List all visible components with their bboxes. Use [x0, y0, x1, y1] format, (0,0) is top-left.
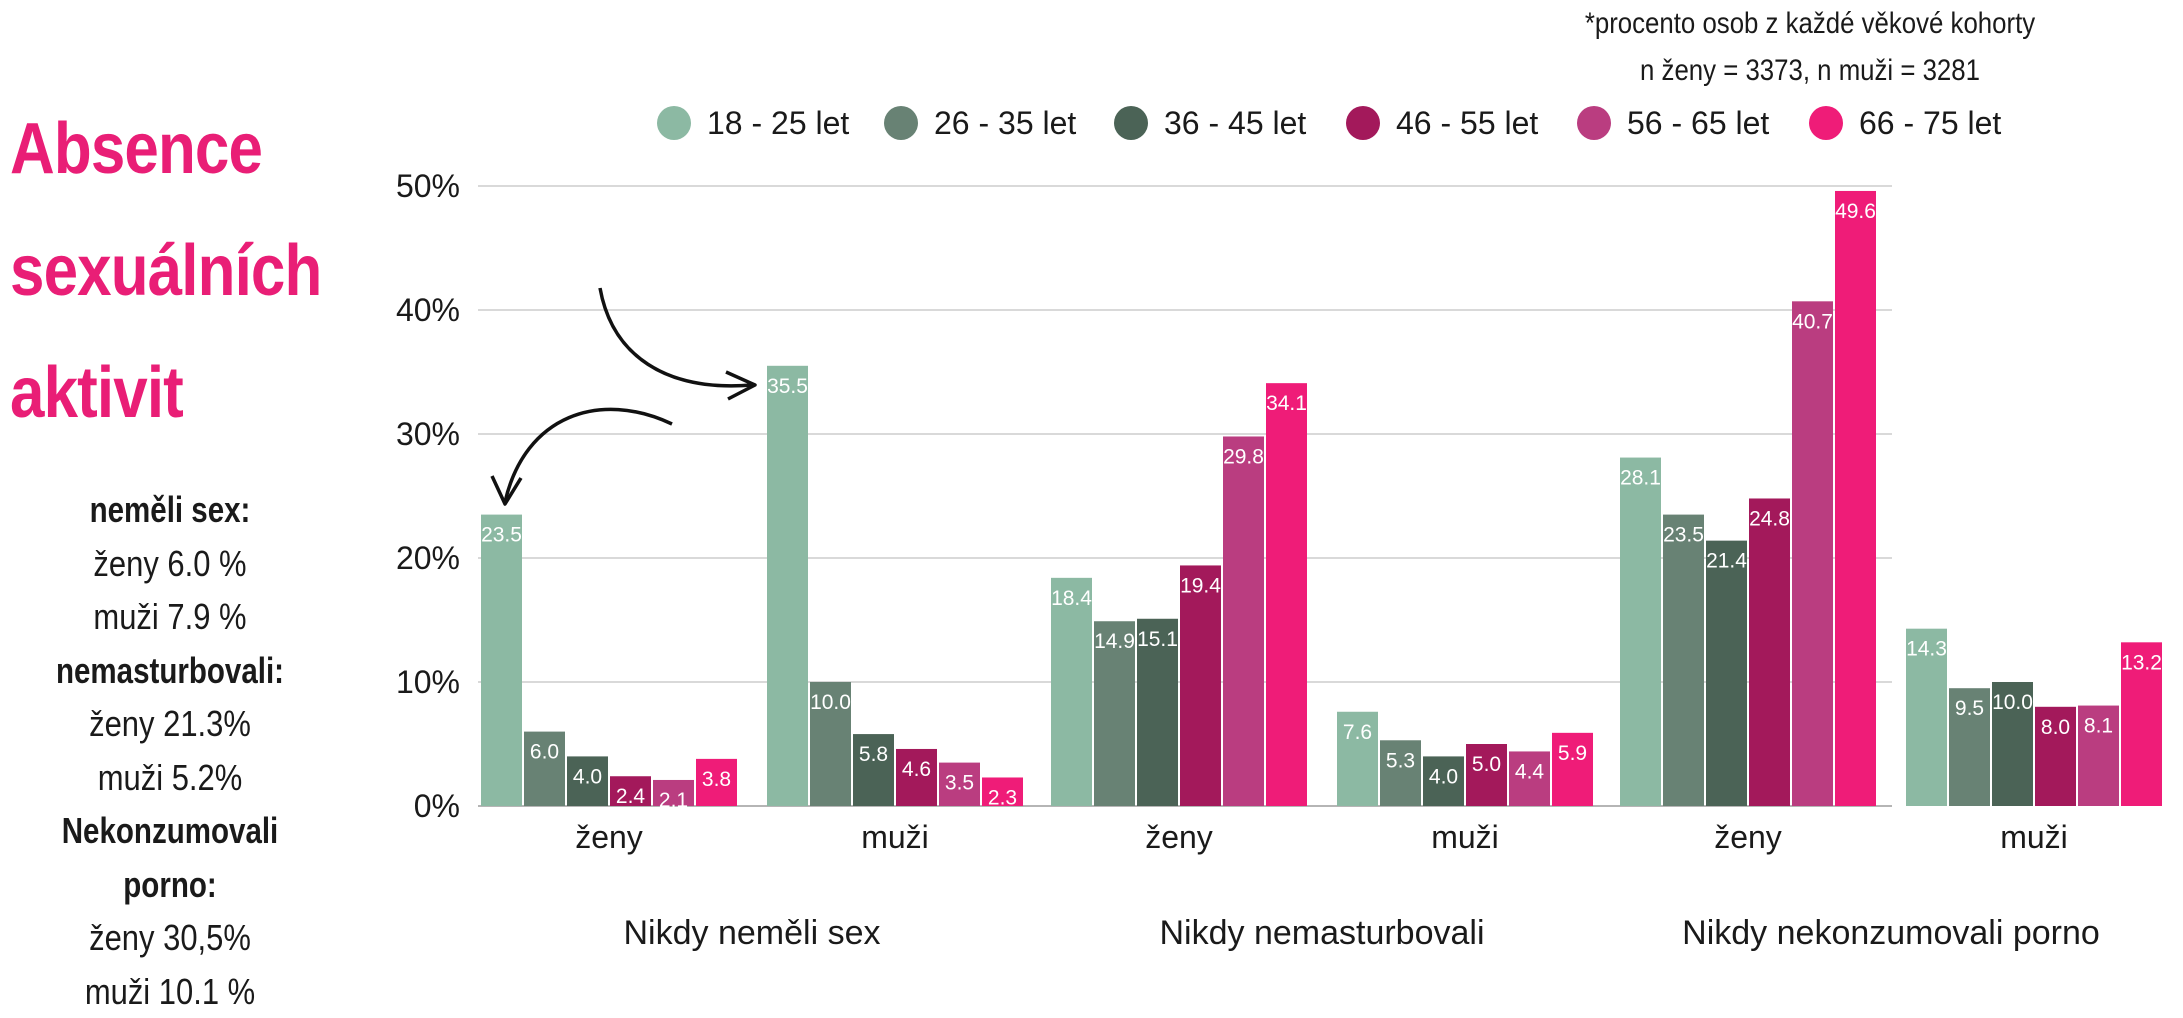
bar-value-label: 23.5	[1663, 524, 1704, 547]
legend-label: 66 - 75 let	[1859, 105, 2001, 141]
bar-value-label: 3.8	[702, 768, 731, 791]
legend-label: 56 - 65 let	[1627, 105, 1769, 141]
category-label: ženy	[1145, 819, 1213, 855]
annotation-arrow	[505, 409, 672, 502]
legend-swatch	[1577, 106, 1611, 140]
bar-value-label: 14.9	[1094, 630, 1135, 653]
bar-value-label: 3.5	[945, 772, 974, 795]
bar-value-label: 5.9	[1558, 742, 1587, 765]
bar	[1266, 383, 1307, 806]
bar	[1835, 191, 1876, 806]
bar-value-label: 5.3	[1386, 749, 1415, 772]
group-label: Nikdy neměli sex	[624, 914, 881, 952]
legend-swatch	[1346, 106, 1380, 140]
bar-value-label: 34.1	[1266, 392, 1307, 415]
legend-swatch	[884, 106, 918, 140]
legend-swatch	[1114, 106, 1148, 140]
bar-value-label: 14.3	[1906, 638, 1947, 661]
annotation-arrow	[600, 288, 752, 386]
bar-value-label: 6.0	[530, 741, 559, 764]
category-label: muži	[861, 819, 929, 855]
y-tick-label: 30%	[396, 416, 460, 452]
bar	[1706, 541, 1747, 806]
y-tick-label: 0%	[414, 788, 460, 824]
bar-value-label: 4.0	[1429, 765, 1458, 788]
y-tick-label: 40%	[396, 292, 460, 328]
bar-value-label: 5.0	[1472, 753, 1501, 776]
bar-value-label: 4.6	[902, 758, 931, 781]
bar-value-label: 4.0	[573, 765, 602, 788]
bar	[1223, 436, 1264, 806]
bar-value-label: 8.0	[2041, 716, 2070, 739]
bar	[1792, 301, 1833, 806]
category-label: ženy	[575, 819, 643, 855]
bar-value-label: 18.4	[1051, 587, 1092, 610]
summary-value: muži 10.1 %	[24, 965, 316, 1018]
bar-value-label: 21.4	[1706, 550, 1747, 573]
legend-label: 46 - 55 let	[1396, 105, 1538, 141]
bar-value-label: 7.6	[1343, 721, 1372, 744]
bar-value-label: 49.6	[1835, 200, 1876, 223]
bar	[1663, 515, 1704, 806]
bar	[1051, 578, 1092, 806]
bar-value-label: 2.3	[988, 786, 1017, 809]
bar-value-label: 19.4	[1180, 574, 1221, 597]
category-label: muži	[1431, 819, 1499, 855]
legend-swatch	[1809, 106, 1843, 140]
bar-value-label: 9.5	[1955, 697, 1984, 720]
bar	[481, 515, 522, 806]
y-tick-label: 50%	[396, 168, 460, 204]
bar-value-label: 5.8	[859, 743, 888, 766]
bar-value-label: 40.7	[1792, 310, 1833, 333]
bar-value-label: 29.8	[1223, 445, 1264, 468]
bar-value-label: 35.5	[767, 375, 808, 398]
bar-value-label: 2.4	[616, 785, 646, 808]
bar-chart: 0% 10% 20% 30% 40% 50% 18 - 25 let 26 - 35 let 3…	[0, 0, 2183, 958]
bar-value-label: 24.8	[1749, 507, 1790, 530]
bar-value-label: 2.1	[659, 789, 688, 812]
bar-value-label: 8.1	[2084, 715, 2113, 738]
y-tick-label: 20%	[396, 540, 460, 576]
bar-value-label: 10.0	[810, 691, 851, 714]
bar-value-label: 23.5	[481, 524, 522, 547]
bar	[1620, 458, 1661, 806]
category-label: ženy	[1714, 819, 1782, 855]
bar-value-label: 15.1	[1137, 628, 1178, 651]
legend-label: 36 - 45 let	[1164, 105, 1306, 141]
bar-value-label: 4.4	[1515, 760, 1545, 783]
bar	[767, 366, 808, 806]
bar-value-label: 13.2	[2121, 651, 2162, 674]
bar	[1749, 498, 1790, 806]
legend-swatch	[657, 106, 691, 140]
bar-value-label: 10.0	[1992, 691, 2033, 714]
legend-label: 18 - 25 let	[707, 105, 849, 141]
y-tick-label: 10%	[396, 664, 460, 700]
legend-label: 26 - 35 let	[934, 105, 1076, 141]
bar	[1180, 565, 1221, 806]
group-label: Nikdy nekonzumovali porno	[1682, 914, 2100, 952]
bar-value-label: 28.1	[1620, 467, 1661, 490]
category-label: muži	[2000, 819, 2068, 855]
group-label: Nikdy nemasturbovali	[1159, 914, 1484, 952]
